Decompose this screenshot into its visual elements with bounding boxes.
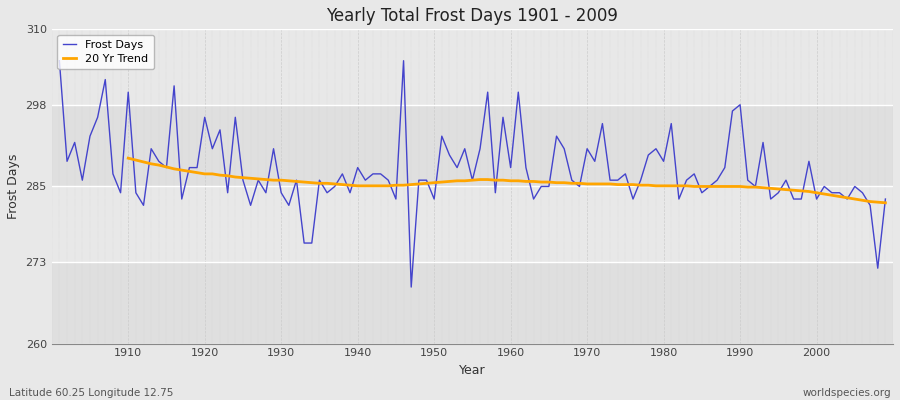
20 Yr Trend [513, 178, 524, 183]
20 Yr Trend [574, 181, 585, 186]
Y-axis label: Frost Days: Frost Days [7, 154, 20, 219]
Legend: Frost Days, 20 Yr Trend: Frost Days, 20 Yr Trend [58, 35, 154, 70]
Text: worldspecies.org: worldspecies.org [803, 388, 891, 398]
Frost Days [284, 203, 294, 208]
Line: Frost Days: Frost Days [59, 61, 886, 287]
20 Yr Trend [122, 156, 133, 160]
20 Yr Trend [842, 195, 852, 200]
X-axis label: Year: Year [459, 364, 486, 377]
Frost Days [513, 90, 524, 94]
Frost Days [329, 184, 340, 189]
Text: Latitude 60.25 Longitude 12.75: Latitude 60.25 Longitude 12.75 [9, 388, 174, 398]
20 Yr Trend [819, 192, 830, 196]
Bar [51, 186, 893, 262]
Frost Days [880, 197, 891, 202]
Title: Yearly Total Frost Days 1901 - 2009: Yearly Total Frost Days 1901 - 2009 [327, 7, 618, 25]
Bar [51, 105, 893, 186]
Frost Days [605, 178, 616, 182]
Bar [51, 262, 893, 344]
Line: 20 Yr Trend: 20 Yr Trend [128, 158, 886, 203]
20 Yr Trend [299, 180, 310, 184]
20 Yr Trend [268, 178, 279, 182]
Frost Days [406, 285, 417, 290]
Frost Days [115, 190, 126, 195]
20 Yr Trend [880, 200, 891, 205]
Frost Days [54, 58, 65, 63]
Frost Days [505, 165, 516, 170]
Bar [51, 29, 893, 105]
